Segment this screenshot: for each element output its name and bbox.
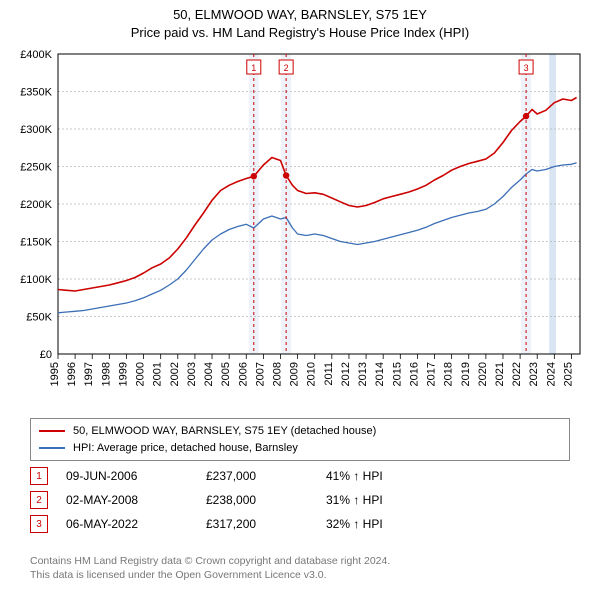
legend-label-price-paid: 50, ELMWOOD WAY, BARNSLEY, S75 1EY (deta… — [73, 423, 376, 440]
svg-text:2004: 2004 — [203, 362, 215, 386]
svg-text:2008: 2008 — [271, 362, 283, 386]
svg-text:£350K: £350K — [20, 87, 52, 99]
svg-text:2025: 2025 — [562, 362, 574, 386]
svg-text:2017: 2017 — [426, 362, 438, 386]
svg-text:2012: 2012 — [340, 362, 352, 386]
svg-text:1998: 1998 — [100, 362, 112, 386]
svg-text:£300K: £300K — [20, 124, 52, 136]
sales-table: 1 09-JUN-2006 £237,000 41% ↑ HPI 2 02-MA… — [30, 464, 570, 536]
footnote-line2: This data is licensed under the Open Gov… — [30, 568, 570, 582]
sale-date: 06-MAY-2022 — [66, 517, 206, 531]
svg-text:£250K: £250K — [20, 162, 52, 174]
svg-text:2015: 2015 — [391, 362, 403, 386]
sale-row: 3 06-MAY-2022 £317,200 32% ↑ HPI — [30, 512, 570, 536]
footnote: Contains HM Land Registry data © Crown c… — [30, 554, 570, 582]
svg-text:2013: 2013 — [357, 362, 369, 386]
footnote-line1: Contains HM Land Registry data © Crown c… — [30, 554, 570, 568]
sale-price: £238,000 — [206, 493, 326, 507]
svg-text:£400K: £400K — [20, 49, 52, 61]
svg-text:£150K: £150K — [20, 237, 52, 249]
svg-text:2018: 2018 — [443, 362, 455, 386]
svg-text:2010: 2010 — [306, 362, 318, 386]
svg-text:2002: 2002 — [169, 362, 181, 386]
svg-text:£100K: £100K — [20, 274, 52, 286]
sale-delta: 31% ↑ HPI — [326, 493, 466, 507]
svg-text:£200K: £200K — [20, 199, 52, 211]
sale-date: 09-JUN-2006 — [66, 469, 206, 483]
svg-text:2007: 2007 — [254, 362, 266, 386]
sale-badge-3: 3 — [30, 515, 48, 533]
svg-text:2011: 2011 — [323, 362, 335, 386]
svg-text:2000: 2000 — [135, 362, 147, 386]
sale-row: 2 02-MAY-2008 £238,000 31% ↑ HPI — [30, 488, 570, 512]
svg-text:2001: 2001 — [152, 362, 164, 386]
price-chart: £0 £50K £100K £150K £200K £250K £300K £350K £400… — [10, 48, 590, 408]
svg-text:2019: 2019 — [460, 362, 472, 386]
svg-text:1997: 1997 — [83, 362, 95, 386]
sale-row: 1 09-JUN-2006 £237,000 41% ↑ HPI — [30, 464, 570, 488]
svg-text:2020: 2020 — [477, 362, 489, 386]
svg-text:£50K: £50K — [26, 312, 52, 324]
sale-date: 02-MAY-2008 — [66, 493, 206, 507]
legend: 50, ELMWOOD WAY, BARNSLEY, S75 1EY (deta… — [30, 418, 570, 461]
svg-text:2024: 2024 — [545, 362, 557, 386]
chart-title-block: 50, ELMWOOD WAY, BARNSLEY, S75 1EY Price… — [0, 0, 600, 41]
title-line2: Price paid vs. HM Land Registry's House … — [0, 24, 600, 42]
svg-text:1999: 1999 — [117, 362, 129, 386]
sale-badge-2: 2 — [30, 491, 48, 509]
sale-price: £317,200 — [206, 517, 326, 531]
legend-item-price-paid: 50, ELMWOOD WAY, BARNSLEY, S75 1EY (deta… — [39, 423, 561, 440]
chart-svg: £0 £50K £100K £150K £200K £250K £300K £350K £400… — [10, 48, 590, 408]
legend-label-hpi: HPI: Average price, detached house, Barn… — [73, 440, 298, 457]
svg-text:2021: 2021 — [494, 362, 506, 386]
svg-text:1995: 1995 — [49, 362, 61, 386]
legend-item-hpi: HPI: Average price, detached house, Barn… — [39, 440, 561, 457]
svg-text:2023: 2023 — [528, 362, 540, 386]
svg-text:2: 2 — [284, 63, 289, 73]
svg-text:1996: 1996 — [66, 362, 78, 386]
legend-swatch-price-paid — [39, 430, 65, 432]
svg-text:2003: 2003 — [186, 362, 198, 386]
svg-text:2016: 2016 — [408, 362, 420, 386]
svg-text:2022: 2022 — [511, 362, 523, 386]
svg-text:3: 3 — [524, 63, 529, 73]
svg-text:1: 1 — [251, 63, 256, 73]
title-line1: 50, ELMWOOD WAY, BARNSLEY, S75 1EY — [0, 6, 600, 24]
svg-text:2006: 2006 — [237, 362, 249, 386]
svg-text:2005: 2005 — [220, 362, 232, 386]
svg-text:£0: £0 — [40, 349, 52, 361]
sale-delta: 32% ↑ HPI — [326, 517, 466, 531]
legend-swatch-hpi — [39, 447, 65, 449]
sale-badge-1: 1 — [30, 467, 48, 485]
svg-text:2014: 2014 — [374, 362, 386, 386]
sale-price: £237,000 — [206, 469, 326, 483]
sale-delta: 41% ↑ HPI — [326, 469, 466, 483]
svg-text:2009: 2009 — [289, 362, 301, 386]
